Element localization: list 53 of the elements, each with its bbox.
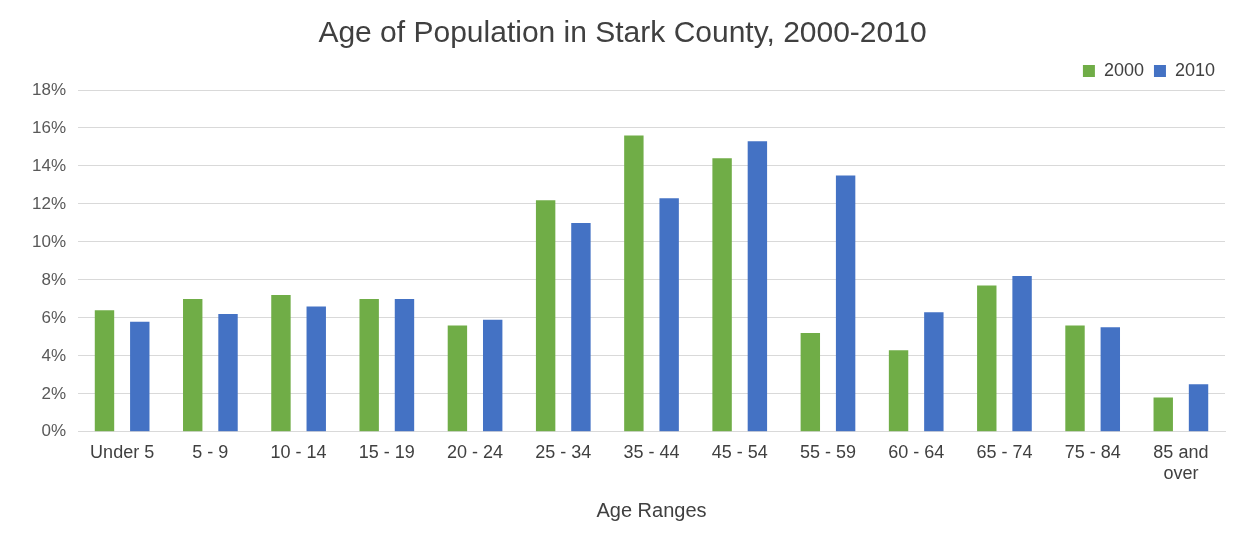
bar	[483, 319, 503, 432]
bar	[218, 314, 238, 432]
x-tick-label: 15 - 19	[358, 441, 415, 462]
bar	[183, 298, 203, 432]
x-tick-label: 35 - 44	[623, 441, 680, 462]
bar	[94, 310, 115, 432]
bar	[1065, 325, 1085, 432]
x-tick-label: 65 - 74	[976, 441, 1033, 462]
bar	[747, 141, 768, 432]
bar	[447, 325, 468, 432]
x-tick-label: 25 - 34	[535, 441, 592, 462]
x-tick-label: 75 - 84	[1064, 441, 1121, 462]
legend-label: 2010	[1174, 59, 1215, 80]
y-tick-label: 14%	[31, 155, 67, 175]
bar	[835, 175, 856, 432]
bar	[306, 306, 326, 432]
x-tick-label: 10 - 14	[270, 441, 327, 462]
bar	[712, 158, 732, 432]
bar	[1188, 384, 1209, 432]
bar	[359, 298, 379, 432]
y-tick-label: 6%	[41, 307, 67, 327]
x-tick-label: 5 - 9	[192, 441, 229, 462]
x-tick-label: 55 - 59	[799, 441, 856, 462]
y-tick-label: 2%	[41, 383, 67, 403]
y-tick-label: 16%	[31, 117, 67, 137]
bar	[624, 135, 644, 432]
bar	[977, 285, 997, 432]
y-tick-label: 0%	[41, 421, 67, 441]
x-tick-label: 45 - 54	[711, 441, 768, 462]
bar	[571, 222, 591, 432]
x-tick-label: 85 and over	[1153, 441, 1209, 484]
y-tick-label: 10%	[31, 231, 67, 251]
x-axis-title: Age Ranges	[596, 498, 707, 521]
bar	[800, 333, 821, 432]
bar	[1012, 276, 1032, 432]
y-tick-label: 8%	[41, 269, 67, 289]
y-tick-label: 4%	[41, 345, 67, 365]
bar	[130, 321, 150, 432]
bar	[271, 295, 291, 432]
x-tick-label: 20 - 24	[447, 441, 504, 462]
bar	[924, 312, 944, 432]
chart-title: Age of Population in Stark County, 2000-2010	[318, 15, 927, 49]
bar	[535, 200, 556, 432]
bar	[1153, 397, 1173, 432]
x-tick-label: 60 - 64	[888, 441, 945, 462]
bar	[1100, 327, 1121, 432]
y-tick-label: 18%	[31, 79, 67, 99]
bar	[888, 350, 909, 432]
x-tick-label: Under 5	[90, 441, 155, 462]
y-tick-label: 12%	[31, 193, 67, 213]
bar	[659, 198, 679, 432]
legend-label: 2000	[1103, 59, 1144, 80]
bar	[394, 298, 415, 432]
